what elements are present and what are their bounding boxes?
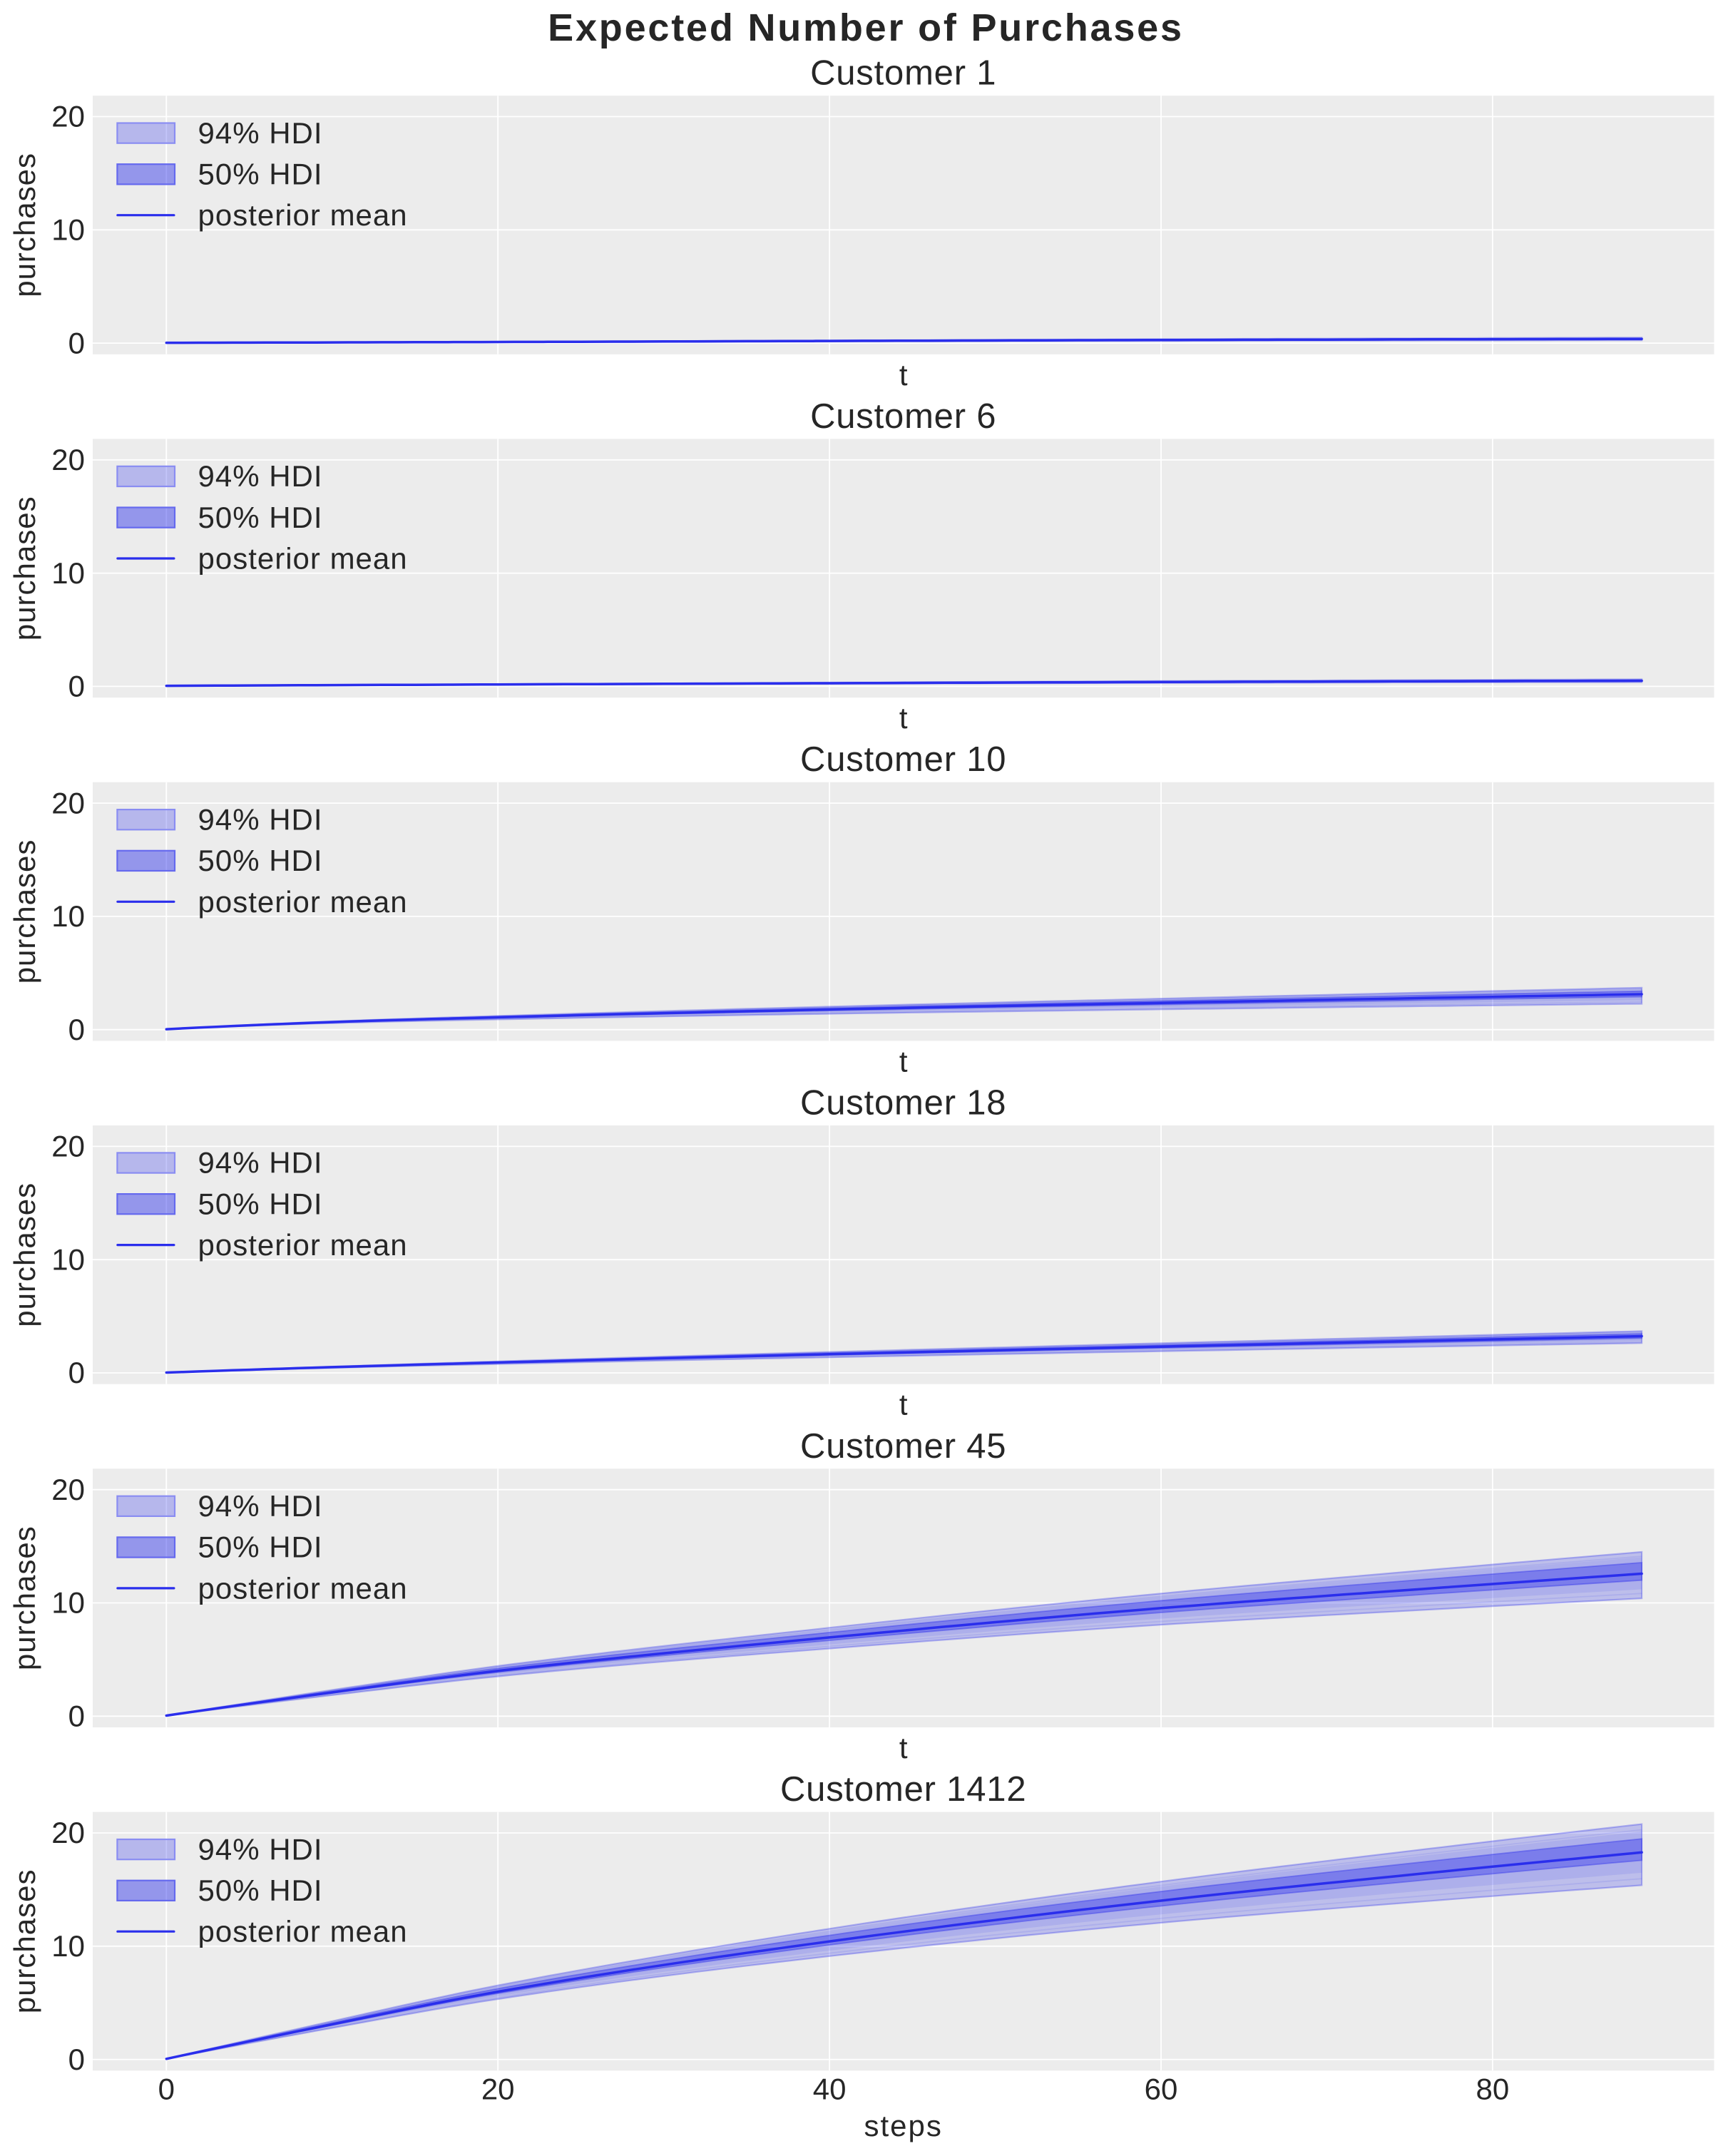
svg-text:10: 10 [51, 1242, 85, 1276]
svg-text:20: 20 [51, 100, 85, 133]
svg-text:0: 0 [68, 2043, 85, 2076]
svg-text:20: 20 [51, 1130, 85, 1163]
svg-text:10: 10 [51, 556, 85, 590]
svg-text:steps: steps [864, 2109, 943, 2142]
svg-text:10: 10 [51, 899, 85, 933]
svg-text:50% HDI: 50% HDI [198, 158, 323, 191]
svg-text:purchases: purchases [8, 1869, 41, 2014]
svg-text:Customer 1: Customer 1 [810, 54, 996, 93]
svg-text:Expected Number of Purchases: Expected Number of Purchases [548, 6, 1184, 49]
svg-text:Customer 6: Customer 6 [810, 397, 996, 436]
svg-text:posterior mean: posterior mean [198, 885, 408, 919]
svg-text:purchases: purchases [8, 1526, 41, 1670]
svg-text:20: 20 [481, 2073, 515, 2106]
svg-text:t: t [899, 1388, 908, 1421]
svg-text:0: 0 [68, 1700, 85, 1733]
svg-text:0: 0 [68, 670, 85, 703]
svg-text:posterior mean: posterior mean [198, 1228, 408, 1262]
svg-text:10: 10 [51, 1586, 85, 1620]
svg-text:purchases: purchases [8, 1182, 41, 1327]
svg-text:purchases: purchases [8, 153, 41, 297]
svg-text:80: 80 [1476, 2073, 1510, 2106]
svg-text:purchases: purchases [8, 496, 41, 640]
svg-text:60: 60 [1145, 2073, 1178, 2106]
svg-text:Customer 45: Customer 45 [800, 1427, 1006, 1466]
svg-text:0: 0 [68, 1356, 85, 1389]
svg-text:10: 10 [51, 1929, 85, 1963]
svg-text:posterior mean: posterior mean [198, 1915, 408, 1948]
svg-text:0: 0 [68, 326, 85, 359]
svg-text:50% HDI: 50% HDI [198, 1531, 323, 1564]
svg-text:20: 20 [51, 1816, 85, 1849]
svg-text:94% HDI: 94% HDI [198, 1146, 323, 1180]
svg-text:t: t [899, 1731, 908, 1764]
svg-text:94% HDI: 94% HDI [198, 116, 323, 150]
svg-text:t: t [899, 1044, 908, 1078]
svg-text:50% HDI: 50% HDI [198, 844, 323, 877]
svg-text:94% HDI: 94% HDI [198, 802, 323, 836]
svg-text:t: t [899, 701, 908, 735]
svg-text:20: 20 [51, 786, 85, 819]
svg-text:50% HDI: 50% HDI [198, 501, 323, 534]
svg-text:posterior mean: posterior mean [198, 542, 408, 576]
svg-text:posterior mean: posterior mean [198, 198, 408, 232]
svg-text:purchases: purchases [8, 839, 41, 984]
svg-text:t: t [899, 358, 908, 392]
svg-text:0: 0 [158, 2073, 175, 2106]
svg-text:94% HDI: 94% HDI [198, 1489, 323, 1523]
svg-text:50% HDI: 50% HDI [198, 1874, 323, 1907]
svg-text:20: 20 [51, 443, 85, 476]
svg-text:50% HDI: 50% HDI [198, 1187, 323, 1220]
svg-text:0: 0 [68, 1013, 85, 1046]
svg-text:posterior mean: posterior mean [198, 1571, 408, 1605]
svg-text:Customer 1412: Customer 1412 [780, 1770, 1026, 1809]
svg-text:20: 20 [51, 1473, 85, 1506]
svg-text:10: 10 [51, 213, 85, 247]
svg-text:Customer 10: Customer 10 [800, 740, 1006, 779]
svg-text:40: 40 [813, 2073, 847, 2106]
svg-text:Customer 18: Customer 18 [800, 1084, 1006, 1123]
svg-text:94% HDI: 94% HDI [198, 1832, 323, 1866]
svg-text:94% HDI: 94% HDI [198, 459, 323, 493]
